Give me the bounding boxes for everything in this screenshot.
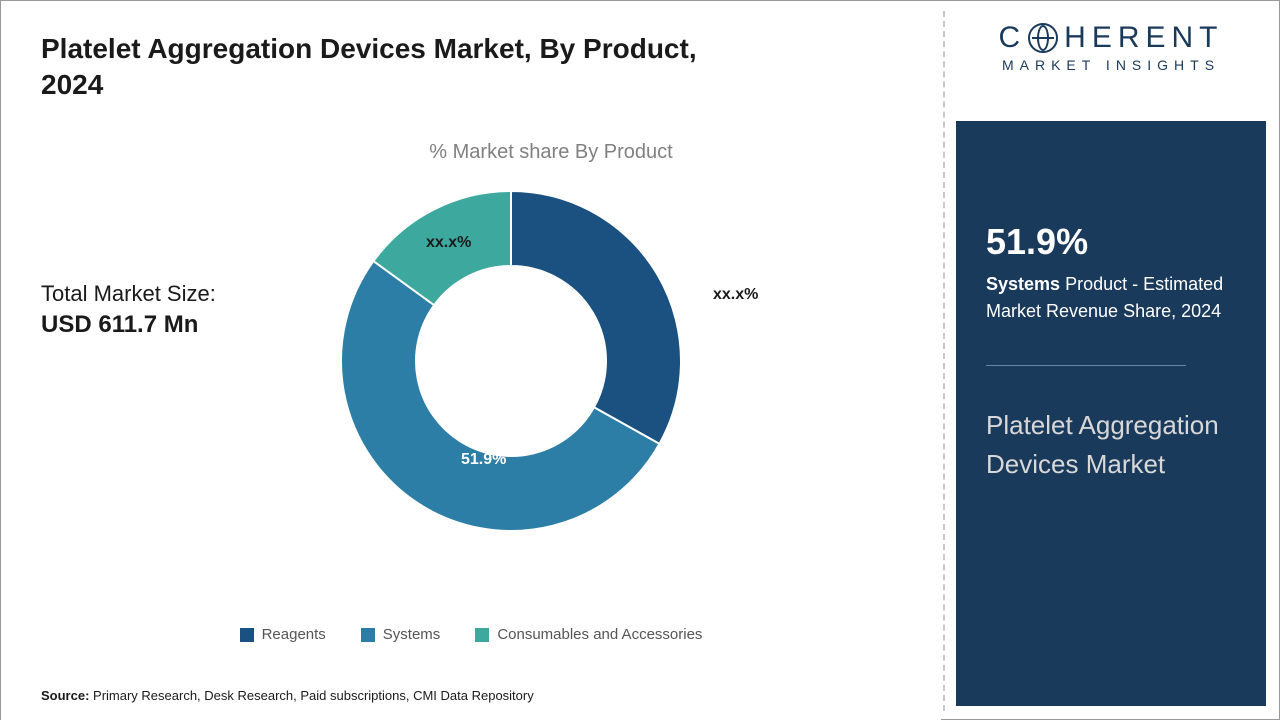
legend-item-reagents: Reagents — [240, 626, 326, 643]
chart-subtitle: % Market share By Product — [301, 141, 801, 164]
legend-label: Consumables and Accessories — [497, 626, 702, 643]
sidebar-panel: 51.9% Systems Product - Estimated Market… — [956, 121, 1266, 706]
source-label: Source: — [41, 688, 89, 703]
donut-chart: xx.x%51.9%xx.x% — [331, 181, 691, 541]
logo-line1: C HERENT — [998, 21, 1223, 55]
legend-label: Systems — [383, 626, 441, 643]
market-size-label: Total Market Size: — [41, 281, 216, 307]
sidebar-market-name: Platelet Aggregation Devices Market — [986, 406, 1236, 484]
brand-logo: C HERENT MARKET INSIGHTS — [961, 21, 1261, 101]
logo-pre: C — [998, 21, 1026, 55]
source-text: Primary Research, Desk Research, Paid su… — [89, 688, 533, 703]
legend-swatch — [475, 628, 489, 642]
market-size-value: USD 611.7 Mn — [41, 311, 198, 339]
legend: Reagents Systems Consumables and Accessori… — [1, 626, 941, 643]
legend-item-systems: Systems — [361, 626, 441, 643]
legend-item-consumables-and-accessories: Consumables and Accessories — [475, 626, 702, 643]
page-title: Platelet Aggregation Devices Market, By … — [41, 31, 741, 104]
sidebar-desc-bold: Systems — [986, 274, 1060, 294]
globe-icon — [1028, 23, 1058, 53]
main-area: Platelet Aggregation Devices Market, By … — [1, 1, 941, 721]
source-citation: Source: Primary Research, Desk Research,… — [41, 688, 534, 703]
slice-label-systems: 51.9% — [461, 451, 506, 469]
sidebar-percent: 51.9% — [986, 221, 1236, 263]
legend-swatch — [240, 628, 254, 642]
legend-swatch — [361, 628, 375, 642]
slice-label-consumables-and-accessories: xx.x% — [426, 234, 471, 252]
slice-label-reagents: xx.x% — [713, 286, 758, 304]
logo-line2: MARKET INSIGHTS — [1002, 57, 1220, 73]
sidebar-description: Systems Product - Estimated Market Reven… — [986, 271, 1236, 325]
logo-post: HERENT — [1064, 21, 1223, 55]
sidebar-divider — [986, 365, 1186, 366]
legend-label: Reagents — [262, 626, 326, 643]
donut-slice-reagents — [511, 191, 681, 444]
vertical-divider — [943, 11, 945, 711]
